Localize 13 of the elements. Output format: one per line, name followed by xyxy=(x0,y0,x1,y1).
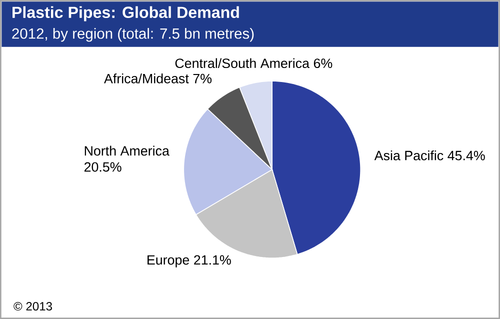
data-label: 20.5% xyxy=(84,162,122,172)
data-label: 6% xyxy=(314,58,332,68)
data-label: 21.1% xyxy=(194,255,231,265)
data-label: 7% xyxy=(193,74,212,84)
data-label: 45.4% xyxy=(448,150,485,160)
chart-subtitle: 2012, by region (total: 7.5 bn metres) xyxy=(12,28,254,42)
text: © 2013 xyxy=(14,302,52,311)
slice-label: Europe xyxy=(148,255,190,268)
slice-label: Asia Pacific xyxy=(374,150,444,160)
slice-label: Africa/Mideast xyxy=(104,74,189,84)
slice-label: Central/South America xyxy=(175,58,310,68)
chart-title: Plastic Pipes: Global Demand xyxy=(12,6,239,22)
slice-label: North America xyxy=(84,146,170,156)
